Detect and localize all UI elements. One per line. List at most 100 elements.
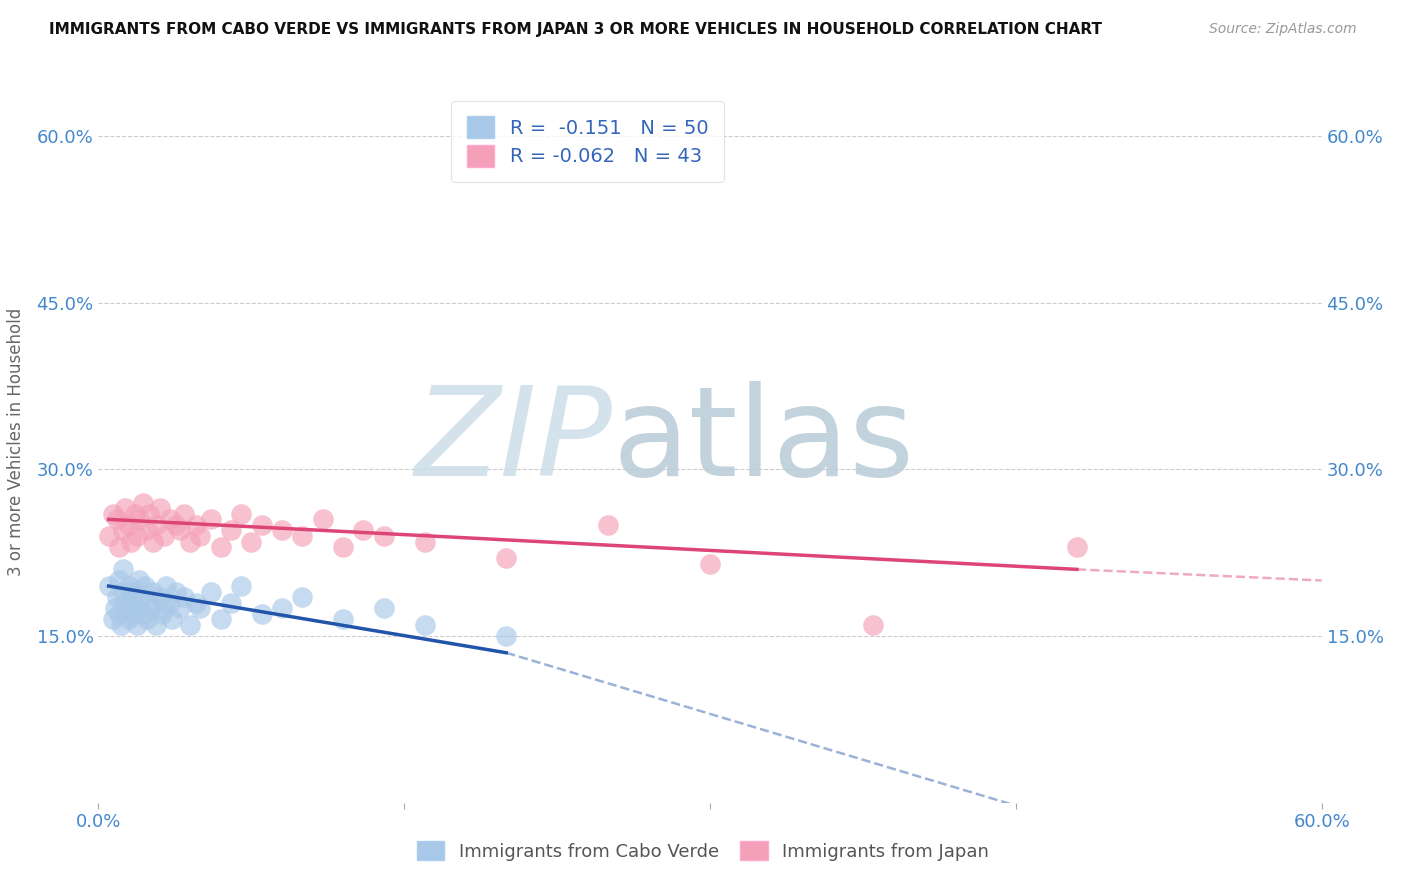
Point: [179, 618, 201, 632]
Point: [373, 601, 395, 615]
Point: [186, 517, 208, 532]
Point: [108, 574, 131, 588]
Point: [152, 529, 174, 543]
Point: [108, 607, 131, 621]
Point: [108, 540, 131, 554]
Point: [111, 562, 134, 576]
Point: [1066, 540, 1088, 554]
Point: [250, 607, 273, 621]
Point: [118, 579, 141, 593]
Point: [160, 612, 183, 626]
Point: [169, 524, 191, 538]
Legend: Immigrants from Cabo Verde, Immigrants from Japan: Immigrants from Cabo Verde, Immigrants f…: [408, 832, 998, 870]
Point: [120, 590, 142, 604]
Point: [138, 507, 160, 521]
Point: [862, 618, 884, 632]
Point: [97, 529, 120, 543]
Point: [332, 612, 354, 626]
Point: [598, 517, 620, 532]
Point: [128, 601, 150, 615]
Point: [127, 618, 149, 632]
Point: [134, 579, 156, 593]
Text: IMMIGRANTS FROM CABO VERDE VS IMMIGRANTS FROM JAPAN 3 OR MORE VEHICLES IN HOUSEH: IMMIGRANTS FROM CABO VERDE VS IMMIGRANTS…: [49, 22, 1102, 37]
Point: [179, 534, 201, 549]
Point: [128, 574, 150, 588]
Point: [149, 501, 172, 516]
Point: [250, 517, 273, 532]
Point: [118, 517, 141, 532]
Point: [165, 517, 187, 532]
Point: [200, 584, 222, 599]
Point: [312, 512, 335, 526]
Point: [97, 579, 120, 593]
Point: [270, 524, 294, 538]
Point: [132, 607, 155, 621]
Point: [142, 584, 165, 599]
Point: [209, 612, 232, 626]
Point: [270, 601, 294, 615]
Point: [413, 618, 436, 632]
Point: [105, 512, 128, 526]
Point: [132, 496, 155, 510]
Text: atlas: atlas: [612, 381, 914, 502]
Point: [145, 517, 167, 532]
Point: [129, 590, 152, 604]
Point: [332, 540, 354, 554]
Text: ZIP: ZIP: [415, 381, 612, 502]
Point: [115, 601, 138, 615]
Legend: R =  -0.151   N = 50, R = -0.062   N = 43: R = -0.151 N = 50, R = -0.062 N = 43: [451, 101, 724, 182]
Point: [495, 551, 517, 566]
Point: [495, 629, 517, 643]
Point: [188, 601, 212, 615]
Point: [209, 540, 232, 554]
Point: [231, 579, 253, 593]
Point: [120, 534, 142, 549]
Point: [219, 524, 242, 538]
Point: [155, 579, 177, 593]
Point: [173, 507, 195, 521]
Point: [291, 590, 314, 604]
Point: [159, 596, 181, 610]
Point: [104, 601, 127, 615]
Point: [111, 584, 134, 599]
Point: [231, 507, 253, 521]
Point: [142, 534, 165, 549]
Point: [413, 534, 436, 549]
Point: [373, 529, 395, 543]
Point: [240, 534, 263, 549]
Point: [141, 601, 163, 615]
Point: [150, 607, 173, 621]
Point: [200, 512, 222, 526]
Point: [105, 590, 128, 604]
Point: [145, 618, 167, 632]
Point: [111, 524, 134, 538]
Point: [352, 524, 374, 538]
Point: [219, 596, 242, 610]
Point: [291, 529, 314, 543]
Point: [124, 584, 146, 599]
Point: [101, 612, 124, 626]
Point: [699, 557, 721, 571]
Point: [136, 612, 159, 626]
Point: [118, 612, 141, 626]
Point: [165, 584, 187, 599]
Point: [152, 601, 174, 615]
Point: [136, 524, 159, 538]
Point: [149, 590, 172, 604]
Point: [169, 601, 191, 615]
Point: [110, 618, 132, 632]
Point: [173, 590, 195, 604]
Point: [114, 596, 136, 610]
Point: [128, 512, 150, 526]
Y-axis label: 3 or more Vehicles in Household: 3 or more Vehicles in Household: [7, 308, 25, 575]
Point: [127, 529, 149, 543]
Point: [159, 512, 181, 526]
Point: [138, 596, 160, 610]
Text: Source: ZipAtlas.com: Source: ZipAtlas.com: [1209, 22, 1357, 37]
Point: [186, 596, 208, 610]
Point: [124, 507, 146, 521]
Point: [122, 607, 145, 621]
Point: [101, 507, 124, 521]
Point: [114, 501, 136, 516]
Point: [188, 529, 212, 543]
